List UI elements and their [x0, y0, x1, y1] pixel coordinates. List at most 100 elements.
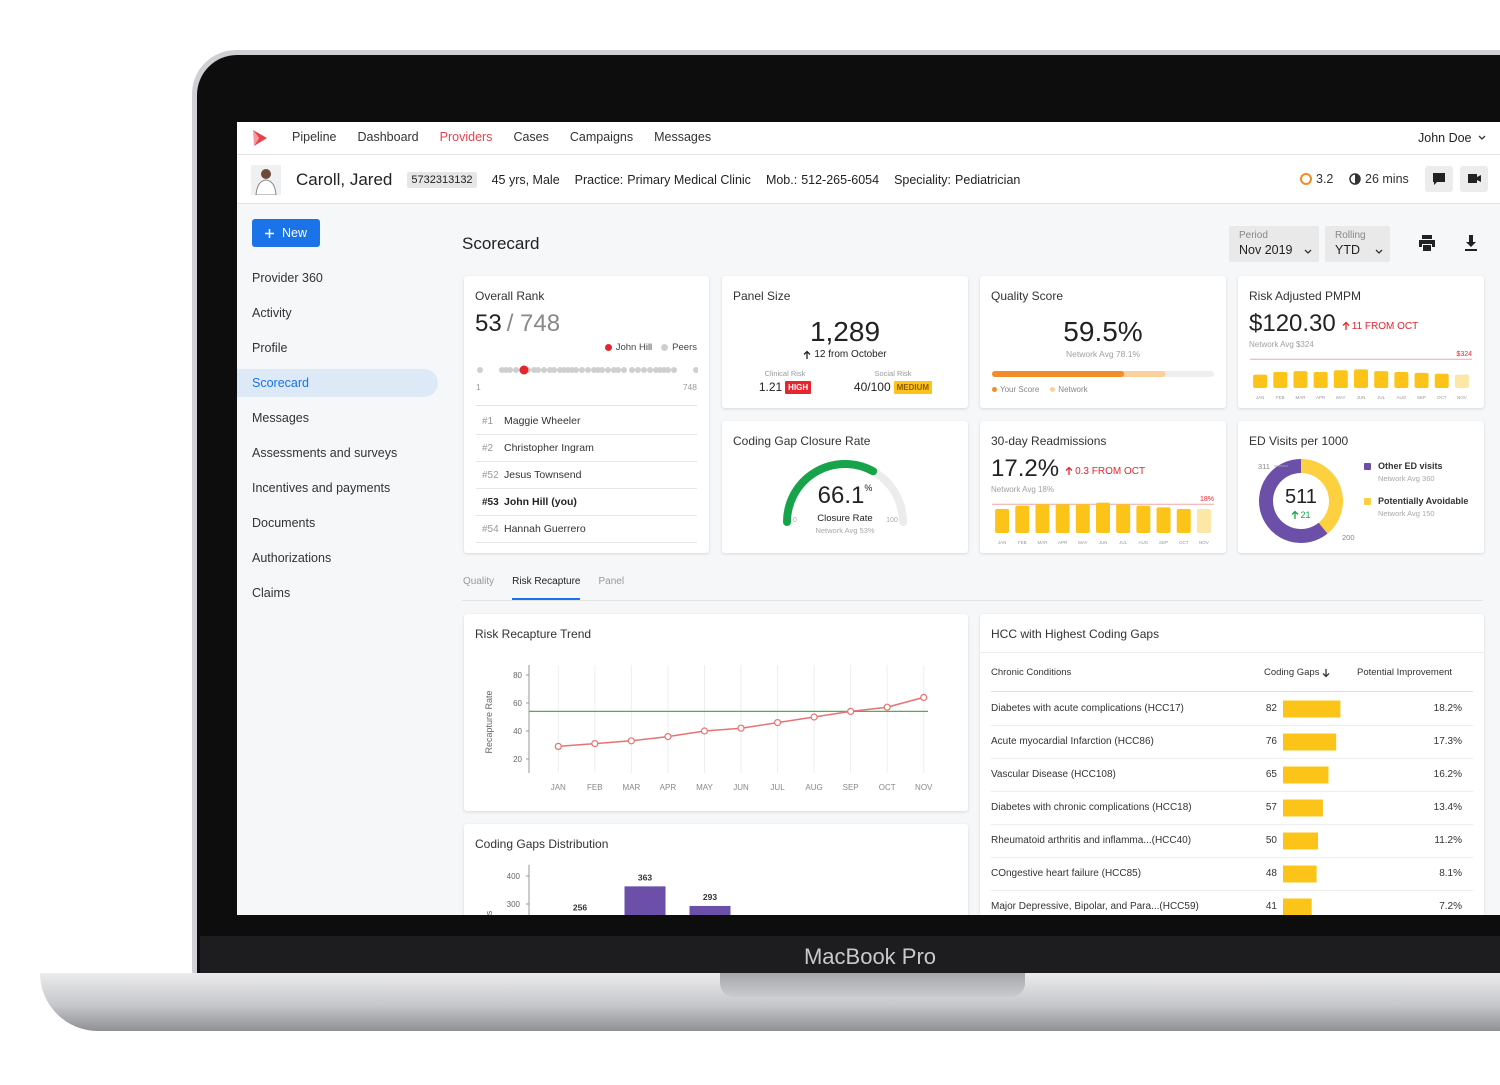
dot	[661, 344, 669, 351]
donut-segment	[1300, 459, 1343, 534]
bar	[1096, 502, 1110, 533]
arrow-icon	[1065, 466, 1073, 475]
user-name: John Doe	[1418, 131, 1472, 145]
month-label: JUL	[1377, 395, 1385, 400]
panel-size-card: Panel Size 1,289 12 from October Clinical R…	[722, 276, 968, 408]
legend-dot	[1050, 387, 1056, 392]
bar	[1333, 370, 1348, 388]
tab[interactable]: Panel	[598, 576, 625, 587]
sidebar-item[interactable]: Provider 360	[252, 271, 323, 285]
x-tick-label: APR	[660, 783, 677, 792]
month-label: SEP	[1417, 395, 1426, 400]
peer-dot	[605, 367, 611, 373]
table-divider	[980, 652, 1484, 653]
sidebar-item[interactable]: Claims	[252, 586, 291, 600]
improvement: 18.2%	[1433, 703, 1462, 714]
rank-row: #53 John Hill (you)	[476, 489, 697, 516]
sidebar-item[interactable]: Profile	[252, 341, 288, 355]
tab[interactable]: Risk Recapture	[512, 576, 581, 600]
rank-row-name: Hannah Guerrero	[504, 523, 586, 535]
legend-label: John Hill	[615, 342, 653, 353]
condition-name: Acute myocardial Infarction (HCC86)	[991, 736, 1154, 747]
nav-link[interactable]: Messages	[654, 130, 712, 144]
field-value: 512-265-6054	[801, 172, 880, 187]
sidebar-item[interactable]: Assessments and surveys	[252, 446, 398, 460]
rolling-select[interactable]: Rolling YTD	[1325, 226, 1390, 262]
arrow-icon	[1342, 321, 1350, 330]
print-icon[interactable]	[1418, 234, 1436, 252]
patient-speciality: Speciality: Pediatrician	[894, 173, 1020, 187]
peer-dot	[671, 367, 677, 373]
nav-link[interactable]: Cases	[513, 130, 549, 144]
bar	[1055, 504, 1070, 533]
field-value: Pediatrician	[955, 172, 1021, 187]
trend-point	[810, 713, 818, 721]
avatar-body	[255, 178, 277, 195]
bar	[1434, 373, 1449, 388]
y-tick-label: 80	[513, 671, 522, 680]
change-text: 11 FROM OCT	[1351, 320, 1419, 332]
legend-label: Other ED visits	[1378, 461, 1443, 471]
bar	[1015, 505, 1030, 533]
month-label: APR	[1316, 395, 1326, 400]
user-menu[interactable]: John Doe	[1418, 131, 1486, 145]
segment-label: 311	[1258, 462, 1270, 471]
rating-icon	[1300, 173, 1312, 185]
rank-axis-min: 1	[476, 382, 481, 392]
sidebar-item[interactable]: Messages	[252, 411, 309, 425]
x-tick-label: AUG	[805, 783, 822, 792]
sidebar-item[interactable]: Activity	[252, 306, 292, 320]
y-axis-label: Recapture Rate	[484, 690, 494, 753]
nav-link[interactable]: Dashboard	[357, 130, 419, 144]
segment-label: 200	[1342, 533, 1355, 542]
card-title: Quality Score	[991, 289, 1064, 303]
tab[interactable]: Quality	[463, 576, 495, 587]
chat-button[interactable]	[1425, 166, 1453, 192]
bar	[995, 509, 1010, 533]
month-label: MAR	[1037, 540, 1048, 545]
gap-count: 82	[1265, 703, 1277, 714]
sidebar-item[interactable]: Documents	[252, 516, 316, 530]
response-time-value: 26 mins	[1365, 172, 1409, 186]
legend-label: Network	[1058, 385, 1088, 394]
nav-link[interactable]: Providers	[439, 130, 493, 144]
rank-value: 53	[475, 310, 502, 337]
metric-row: 17.2% 0.3 FROM OCT	[991, 455, 1145, 483]
sidebar-item[interactable]: Authorizations	[252, 551, 332, 565]
column-header[interactable]: Coding Gaps	[1264, 667, 1330, 678]
nav-link[interactable]: Pipeline	[292, 130, 337, 144]
trend-point	[591, 740, 599, 748]
month-label: JUN	[1099, 540, 1108, 545]
peer-dot	[629, 367, 635, 373]
chevron	[1478, 135, 1485, 140]
y-axis-label: Patients	[484, 910, 494, 915]
dot	[992, 387, 997, 392]
risk-pmpm-card: Risk Adjusted PMPM $120.30 11 FROM OCT Netw…	[1238, 276, 1484, 408]
y-tick-label: 40	[513, 727, 522, 736]
peer-dot	[507, 367, 513, 373]
risk-recapture-card: Risk Recapture Trend Recapture Rate JAN FEB…	[464, 614, 968, 811]
field-value: Primary Medical Clinic	[627, 172, 751, 187]
plus-icon	[264, 228, 274, 238]
bar	[1136, 505, 1151, 533]
risk-badge: MEDIUM	[893, 380, 933, 394]
field-label: Practice:	[574, 172, 624, 187]
new-button[interactable]: New	[252, 219, 320, 247]
period-select[interactable]: Period Nov 2019	[1229, 226, 1319, 262]
bar	[1035, 504, 1050, 533]
condition-name: Diabetes with chronic complications (HCC…	[991, 802, 1192, 813]
month-label: JUL	[1119, 540, 1127, 545]
month-label: APR	[1058, 540, 1068, 545]
hcc-table-card: HCC with Highest Coding Gaps Chronic Cond…	[980, 614, 1484, 915]
sidebar-item[interactable]: Scorecard	[237, 369, 438, 397]
nav-link[interactable]: Campaigns	[569, 130, 634, 144]
download-icon[interactable]	[1462, 234, 1480, 252]
month-label: JAN	[1256, 395, 1265, 400]
rank-row-rank: #52	[482, 470, 499, 481]
response-time: 26 mins	[1349, 172, 1409, 186]
rating-ring	[1300, 173, 1312, 185]
x-tick-label: MAY	[696, 783, 713, 792]
sidebar-item[interactable]: Incentives and payments	[252, 481, 391, 495]
chevron	[1375, 249, 1383, 254]
video-button[interactable]	[1460, 166, 1488, 192]
